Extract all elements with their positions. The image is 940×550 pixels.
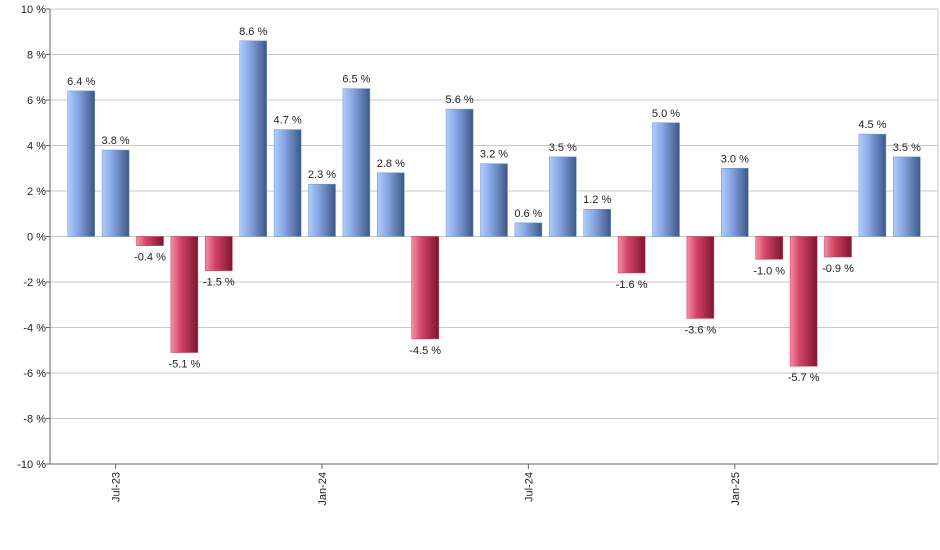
bar	[101, 149, 130, 237]
bar	[721, 168, 749, 237]
value-label: 3.5 %	[549, 142, 577, 154]
value-label: 4.5 %	[858, 119, 886, 131]
y-tick-label: -8 %	[23, 414, 46, 426]
bar	[583, 208, 611, 237]
y-tick-label: -10 %	[17, 459, 46, 471]
bar	[170, 236, 199, 353]
value-label: -5.7 %	[788, 372, 820, 384]
value-label: 2.3 %	[308, 169, 336, 181]
bar	[67, 90, 95, 237]
bar	[308, 183, 336, 237]
bar	[617, 236, 646, 274]
y-tick-label: -6 %	[23, 368, 46, 380]
bar	[273, 129, 302, 237]
y-tick-label: 4 %	[27, 141, 46, 153]
bar	[549, 156, 577, 237]
value-label: 0.6 %	[514, 208, 542, 220]
bar	[824, 236, 852, 258]
value-label: 3.0 %	[721, 153, 749, 165]
value-label: 2.8 %	[377, 158, 405, 170]
bar	[342, 88, 371, 237]
value-label: 5.0 %	[652, 108, 680, 120]
value-label: -1.5 %	[203, 277, 235, 289]
y-tick-label: 2 %	[27, 186, 46, 198]
bar	[514, 222, 543, 237]
value-label: 8.6 %	[239, 26, 267, 38]
value-label: -1.6 %	[616, 279, 648, 291]
bar	[480, 163, 508, 237]
bar	[411, 236, 439, 340]
value-label: 3.2 %	[480, 149, 508, 161]
y-tick-label: 0 %	[27, 232, 46, 244]
value-label: -0.9 %	[822, 263, 854, 275]
bar	[136, 236, 164, 246]
value-label: -1.0 %	[753, 265, 785, 277]
bar	[858, 133, 887, 237]
value-label: -3.6 %	[685, 324, 717, 336]
y-tick-label: -4 %	[23, 323, 46, 335]
value-label: -0.4 %	[134, 252, 166, 264]
bar	[445, 108, 474, 237]
bar	[205, 236, 233, 271]
x-tick-label: Jul-24	[523, 472, 535, 502]
value-label: -4.5 %	[409, 345, 441, 357]
bar	[686, 236, 715, 319]
value-label: 6.5 %	[342, 74, 370, 86]
value-label: 5.6 %	[446, 94, 474, 106]
bar	[652, 122, 680, 237]
x-tick-label: Jan-24	[317, 472, 329, 506]
y-tick-label: 8 %	[27, 50, 46, 62]
value-label: 3.5 %	[893, 142, 921, 154]
value-label: -5.1 %	[169, 359, 201, 371]
value-label: 6.4 %	[67, 76, 95, 88]
bar	[755, 236, 783, 260]
value-label: 3.8 %	[102, 135, 130, 147]
x-tick-label: Jan-25	[730, 472, 742, 506]
bar	[893, 156, 921, 237]
value-label: 1.2 %	[583, 194, 611, 206]
x-tick-label: Jul-23	[111, 472, 123, 502]
bar	[377, 172, 405, 237]
y-tick-label: -2 %	[23, 277, 46, 289]
bar	[789, 236, 818, 367]
value-label: 4.7 %	[274, 115, 302, 127]
bar	[239, 40, 267, 237]
y-tick-label: 6 %	[27, 95, 46, 107]
y-tick-label: 10 %	[21, 4, 46, 16]
